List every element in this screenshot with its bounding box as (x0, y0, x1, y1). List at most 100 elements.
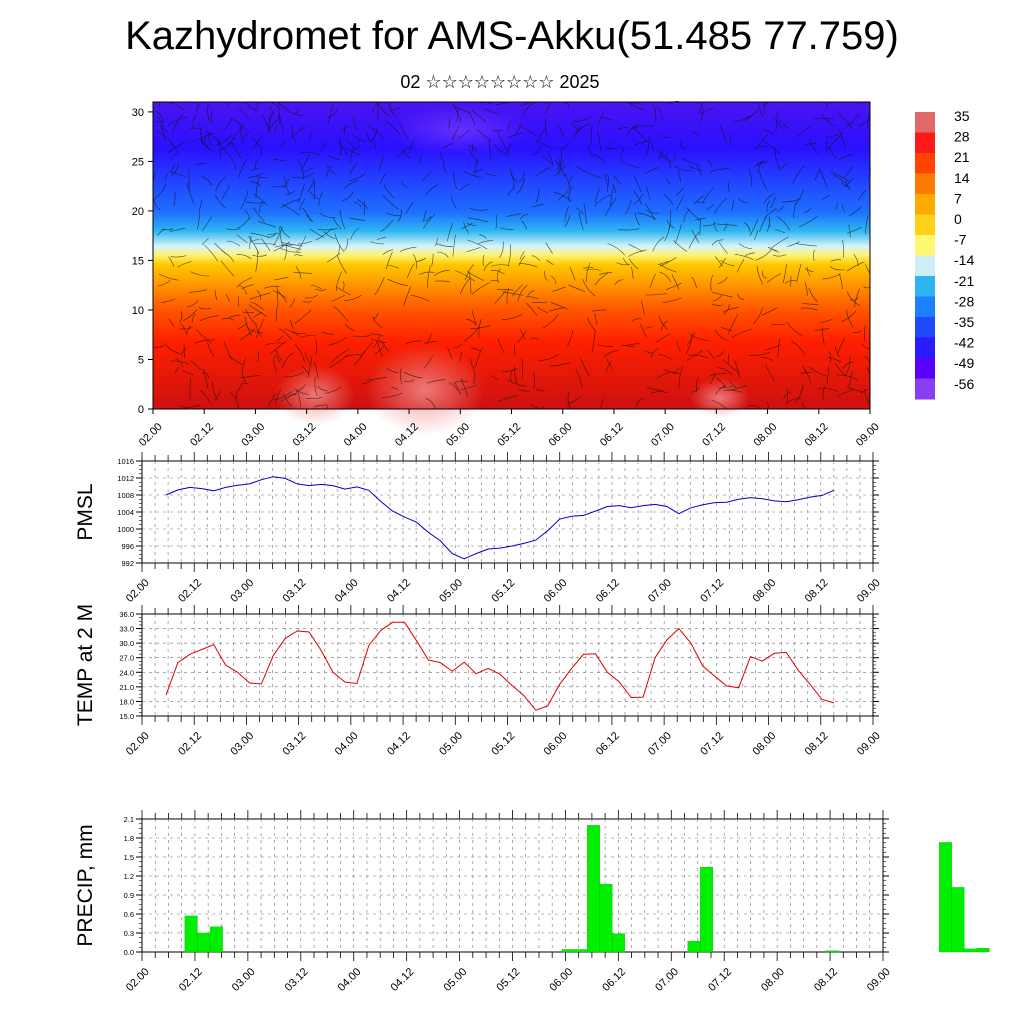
streamline (673, 239, 688, 252)
streamline (621, 344, 635, 348)
streamline (818, 387, 839, 392)
streamline (344, 354, 363, 358)
streamline (664, 369, 681, 374)
streamline (154, 183, 167, 200)
streamline (249, 181, 262, 187)
x-tick-label: 07.12 (698, 577, 726, 605)
streamline (759, 172, 768, 192)
streamline (174, 367, 180, 375)
streamline (731, 199, 734, 211)
streamline (763, 129, 774, 135)
streamline (535, 166, 551, 177)
streamline (373, 140, 376, 150)
colorbar-label: -7 (954, 232, 967, 248)
streamline (300, 335, 316, 338)
streamline (434, 269, 450, 276)
streamline (800, 371, 812, 374)
streamline (186, 300, 199, 308)
streamline (837, 111, 853, 129)
streamline (620, 146, 625, 162)
streamline (613, 175, 622, 184)
streamline (711, 239, 724, 246)
streamline (372, 316, 383, 329)
colorbar-label: -56 (954, 376, 974, 392)
streamline (680, 157, 700, 166)
streamline (566, 396, 581, 404)
streamline (460, 277, 471, 295)
streamline (693, 195, 704, 205)
streamline (490, 270, 505, 275)
streamline (734, 360, 740, 379)
streamline (279, 121, 284, 135)
streamline (837, 388, 854, 396)
streamline (272, 290, 287, 299)
streamline (494, 290, 507, 304)
streamline (259, 144, 262, 157)
streamline (200, 133, 215, 139)
y-tick-label: 36.0 (119, 610, 134, 619)
streamline (284, 244, 288, 261)
streamline (841, 204, 845, 213)
streamline (303, 172, 315, 178)
streamline (190, 271, 210, 277)
streamline (518, 263, 538, 268)
streamline (711, 399, 728, 410)
streamline (569, 266, 576, 281)
y-tick-label: 25 (132, 156, 144, 168)
streamline (299, 198, 306, 211)
chart-title: Kazhydromet for AMS-Akku(51.485 77.759) (125, 14, 899, 58)
streamline (669, 209, 672, 229)
streamline (274, 276, 289, 281)
streamline (278, 114, 281, 124)
streamline (813, 250, 816, 262)
streamline (675, 166, 693, 172)
streamline (201, 176, 212, 186)
streamline (397, 209, 402, 222)
streamline (229, 142, 242, 159)
streamline (268, 394, 276, 406)
cold-core (390, 105, 530, 155)
colorbar-swatch (915, 214, 935, 236)
streamline (701, 108, 715, 115)
precip-bar (976, 948, 990, 953)
streamline (463, 221, 470, 234)
streamline (521, 357, 523, 379)
streamline (706, 203, 715, 211)
streamline (313, 178, 315, 200)
streamline (197, 211, 201, 230)
streamline (363, 200, 366, 216)
x-tick-label: 09.00 (854, 421, 882, 449)
streamline (156, 131, 174, 146)
streamline (550, 275, 557, 284)
streamline (637, 212, 657, 220)
streamline (442, 160, 448, 175)
streamline (576, 207, 584, 214)
streamline (186, 325, 191, 334)
streamline (427, 265, 431, 288)
streamline (180, 347, 187, 357)
y-tick-label: 30.0 (119, 639, 134, 648)
streamline (155, 110, 164, 122)
streamline (671, 274, 680, 290)
colorbar-swatch (915, 112, 935, 133)
streamline (341, 191, 354, 202)
streamline (269, 340, 287, 355)
streamline (707, 159, 713, 167)
streamline (714, 221, 719, 232)
streamline (490, 375, 499, 381)
streamline (867, 366, 871, 374)
streamline (794, 189, 804, 206)
x-tick-label: 03.00 (228, 577, 256, 605)
x-tick-label: 02.00 (137, 421, 165, 449)
x-tick-label: 06.00 (547, 421, 575, 449)
streamline (513, 122, 523, 137)
warm-core (690, 378, 750, 418)
streamline (343, 294, 362, 301)
streamline (201, 216, 212, 231)
streamline (424, 341, 437, 344)
streamline (659, 271, 672, 283)
streamline (728, 180, 730, 193)
streamline (521, 220, 528, 230)
streamline (335, 286, 351, 296)
streamline (611, 183, 616, 193)
